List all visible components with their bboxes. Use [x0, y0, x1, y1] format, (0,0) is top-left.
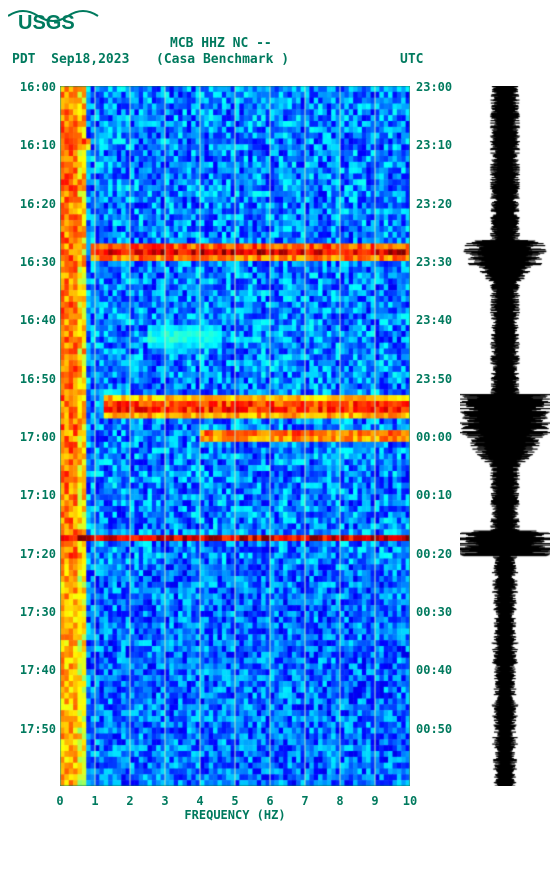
y-tick-right: 00:00 [416, 430, 460, 444]
station-desc: (Casa Benchmark ) [156, 52, 289, 67]
x-tick-label: 8 [330, 794, 350, 808]
y-tick-right: 00:40 [416, 663, 460, 677]
right-timezone: UTC [400, 52, 423, 67]
x-tick-label: 4 [190, 794, 210, 808]
y-tick-right: 23:20 [416, 197, 460, 211]
y-tick-right: 00:10 [416, 488, 460, 502]
x-tick-label: 9 [365, 794, 385, 808]
station-line: MCB HHZ NC -- [170, 36, 272, 51]
y-tick-right: 23:00 [416, 80, 460, 94]
y-tick-left: 16:10 [10, 138, 56, 152]
y-tick-left: 16:40 [10, 313, 56, 327]
usgs-logo: USGS [8, 4, 118, 32]
y-tick-right: 23:10 [416, 138, 460, 152]
y-tick-left: 17:40 [10, 663, 56, 677]
y-tick-right: 23:30 [416, 255, 460, 269]
y-tick-right: 23:40 [416, 313, 460, 327]
y-tick-right: 00:30 [416, 605, 460, 619]
y-tick-right: 00:50 [416, 722, 460, 736]
y-tick-left: 17:20 [10, 547, 56, 561]
x-tick-label: 0 [50, 794, 70, 808]
y-tick-left: 16:30 [10, 255, 56, 269]
waveform-trace [460, 86, 550, 786]
y-tick-right: 00:20 [416, 547, 460, 561]
y-tick-left: 16:20 [10, 197, 56, 211]
y-tick-left: 17:10 [10, 488, 56, 502]
y-tick-left: 16:00 [10, 80, 56, 94]
x-tick-label: 10 [400, 794, 420, 808]
x-tick-label: 7 [295, 794, 315, 808]
y-tick-right: 23:50 [416, 372, 460, 386]
x-tick-label: 2 [120, 794, 140, 808]
x-tick-label: 1 [85, 794, 105, 808]
y-tick-left: 16:50 [10, 372, 56, 386]
left-timezone-date: PDT Sep18,2023 [12, 52, 129, 67]
x-tick-label: 3 [155, 794, 175, 808]
y-tick-left: 17:50 [10, 722, 56, 736]
y-tick-left: 17:30 [10, 605, 56, 619]
x-tick-label: 5 [225, 794, 245, 808]
svg-text:USGS: USGS [18, 12, 75, 32]
x-axis-title: FREQUENCY (HZ) [60, 808, 410, 822]
x-tick-label: 6 [260, 794, 280, 808]
y-tick-left: 17:00 [10, 430, 56, 444]
spectrogram [60, 86, 410, 786]
